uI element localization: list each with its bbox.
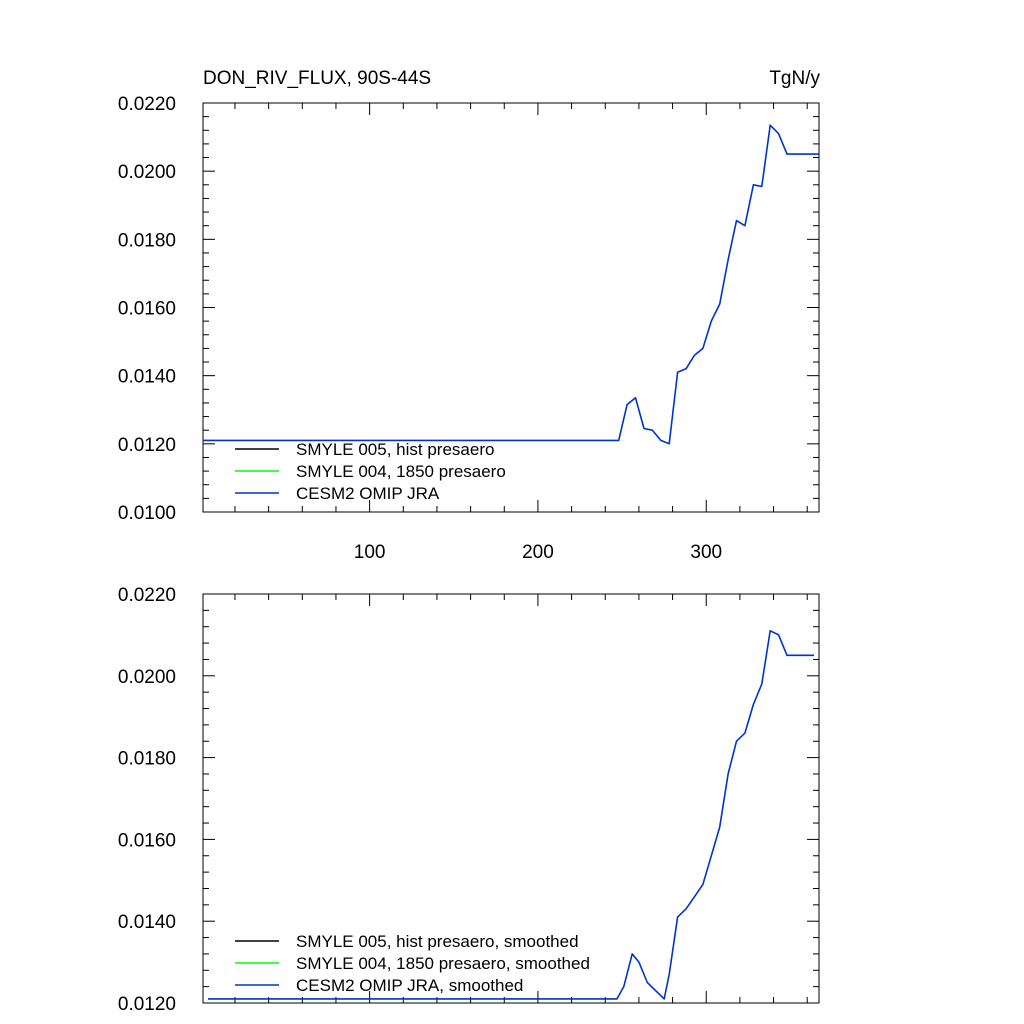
y-tick-label: 0.0120 (118, 435, 176, 456)
legend-label: SMYLE 004, 1850 presaero (296, 462, 506, 481)
y-tick-label: 0.0220 (118, 585, 176, 606)
bottom-plot-series (208, 629, 814, 1000)
y-tick-label: 0.0160 (118, 830, 176, 851)
legend-label: CESM2 OMIP JRA, smoothed (296, 976, 523, 995)
legend-label: SMYLE 005, hist presaero, smoothed (296, 932, 579, 951)
legend-label: SMYLE 004, 1850 presaero, smoothed (296, 954, 590, 973)
y-tick-label: 0.0180 (118, 230, 176, 251)
legend-label: SMYLE 005, hist presaero (296, 440, 494, 459)
y-tick-label: 0.0140 (118, 367, 176, 388)
series-line (208, 629, 814, 1000)
top-plot-series (203, 124, 819, 445)
series-line (203, 124, 819, 445)
x-tick-label: 200 (522, 542, 554, 563)
bottom-legend: SMYLE 005, hist presaero, smoothed SMYLE … (235, 932, 590, 995)
legend-label: CESM2 OMIP JRA (296, 484, 440, 503)
y-tick-label: 0.0160 (118, 299, 176, 320)
x-tick-label: 100 (354, 542, 386, 563)
bottom-plot-frame (202, 593, 820, 1004)
top-legend: SMYLE 005, hist presaero SMYLE 004, 1850 … (235, 440, 506, 503)
top-axis-ticks: 0.0100 0.0120 0.0140 0.0160 0.0180 0.0200 0.02… (118, 94, 819, 563)
top-panel: DON_RIV_FLUX, 90S-44S TgN/y 0.0100 0.0120… (118, 68, 821, 563)
y-tick-label: 0.0140 (118, 912, 176, 933)
y-tick-label: 0.0200 (118, 667, 176, 688)
top-panel-title: DON_RIV_FLUX, 90S-44S (203, 68, 431, 89)
top-panel-units: TgN/y (769, 68, 820, 89)
y-tick-label: 0.0200 (118, 162, 176, 183)
y-tick-label: 0.0220 (118, 94, 176, 115)
x-tick-label: 300 (690, 542, 722, 563)
y-tick-label: 0.0120 (118, 994, 176, 1015)
y-tick-label: 0.0180 (118, 749, 176, 770)
bottom-panel: 0.0120 0.0140 0.0160 0.0180 0.0200 0.0220 SMY… (118, 585, 820, 1015)
bottom-axis-ticks: 0.0120 0.0140 0.0160 0.0180 0.0200 0.0220 (118, 585, 819, 1015)
y-tick-label: 0.0100 (118, 503, 176, 524)
